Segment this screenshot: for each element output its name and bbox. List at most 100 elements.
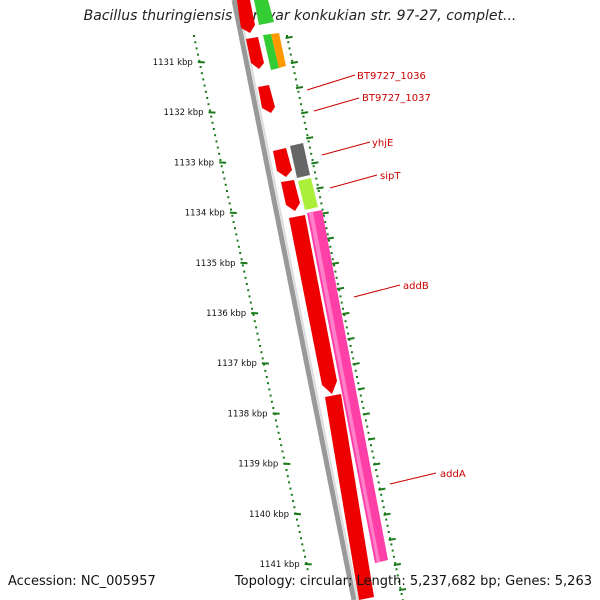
- kbp-tick-label: 1134 kbp: [185, 209, 225, 219]
- gene-label-addB[interactable]: addB: [403, 281, 429, 292]
- outer-axis-dot: [286, 35, 288, 37]
- kbp-axis-dot: [302, 549, 305, 552]
- kbp-axis-dot: [237, 245, 240, 248]
- outer-axis-dot: [349, 345, 352, 347]
- outer-axis-dot: [390, 543, 393, 546]
- kbp-axis-dot: [274, 419, 277, 422]
- kbp-axis-dot: [277, 431, 280, 434]
- kbp-axis-dot: [248, 295, 251, 298]
- kbp-axis-dot: [268, 388, 271, 391]
- outer-axis-dot: [319, 196, 322, 199]
- kbp-axis-dot: [269, 394, 272, 397]
- kbp-tick-label: 1140 kbp: [249, 510, 289, 520]
- kbp-axis-dot: [304, 555, 306, 558]
- gene-label-BT9727_1036[interactable]: BT9727_1036: [357, 71, 426, 82]
- outer-axis-dot: [296, 84, 299, 87]
- outer-axis-dot: [359, 394, 362, 397]
- kbp-axis-dot: [285, 469, 288, 471]
- outer-axis-dot: [324, 221, 327, 223]
- outer-axis-dot: [372, 456, 375, 459]
- genome-summary-text: Topology: circular; Length: 5,237,682 bp…: [234, 574, 592, 589]
- outer-axis-dot: [370, 444, 372, 447]
- gene-reverse-top-green[interactable]: [254, 0, 274, 25]
- outer-axis-tick: [373, 462, 381, 466]
- outer-axis-dot: [308, 146, 311, 149]
- gene-BT9727_1037-arrow[interactable]: [258, 85, 275, 113]
- kbp-axis-dot: [276, 425, 279, 428]
- kbp-axis-dot: [222, 171, 225, 174]
- outer-axis-tick: [398, 588, 407, 592]
- outer-axis-dot: [287, 41, 290, 44]
- gene-forward-top[interactable]: [236, 0, 255, 33]
- kbp-axis-dot: [280, 444, 283, 447]
- outer-axis-tick: [352, 362, 360, 366]
- outer-axis-dot: [329, 245, 332, 248]
- gene-yhjE-forward[interactable]: [273, 148, 292, 177]
- outer-axis-dot: [338, 289, 341, 292]
- outer-axis-dot: [391, 549, 394, 552]
- outer-axis-dot: [352, 357, 355, 360]
- kbp-tick-label: 1137 kbp: [217, 359, 257, 369]
- outer-axis-dot: [305, 128, 308, 130]
- kbp-axis-dot: [197, 53, 199, 56]
- gene-yhjE-arrow[interactable]: [290, 143, 310, 178]
- gene-label-yhjE[interactable]: yhjE: [372, 138, 393, 149]
- outer-axis-dot: [322, 214, 325, 217]
- outer-axis-dot: [387, 531, 390, 533]
- kbp-axis-dot: [223, 177, 226, 180]
- gene-BT9727_1036-arrow[interactable]: [246, 37, 264, 69]
- outer-axis-tick: [383, 512, 391, 516]
- gene-reverse-orange[interactable]: [271, 33, 286, 68]
- gene-label-sipT[interactable]: sipT: [380, 171, 401, 182]
- outer-axis-dot: [312, 165, 315, 168]
- outer-axis-tick: [321, 211, 329, 215]
- kbp-axis-dot: [252, 314, 255, 316]
- outer-axis-dot: [366, 425, 369, 428]
- kbp-axis-dot: [203, 84, 206, 87]
- kbp-axis-dot: [255, 326, 258, 329]
- leader-BT9727_1036: [306, 74, 356, 91]
- genome-backbone: [231, 0, 357, 600]
- gene-sipT-arrow[interactable]: [298, 178, 318, 210]
- outer-axis-dot: [399, 586, 402, 589]
- kbp-axis-dot: [298, 531, 301, 533]
- outer-axis-dot: [356, 376, 358, 378]
- gene-sipT-forward[interactable]: [281, 180, 300, 211]
- kbp-tick-label: 1135 kbp: [195, 259, 235, 269]
- outer-axis-dot: [354, 369, 357, 372]
- outer-axis-dot: [315, 177, 318, 180]
- kbp-axis-dot: [290, 493, 293, 496]
- kbp-axis-dot: [207, 103, 210, 106]
- kbp-axis-dot: [300, 537, 302, 540]
- kbp-axis-dot: [239, 252, 242, 254]
- outer-axis-dot: [380, 493, 383, 496]
- gene-label-BT9727_1037[interactable]: BT9727_1037: [362, 93, 431, 104]
- kbp-axis-dot: [243, 270, 246, 273]
- outer-axis-tick: [300, 111, 309, 115]
- outer-axis-dot: [342, 307, 344, 310]
- outer-axis-dot: [392, 555, 395, 558]
- accession-text: Accession: NC_005957: [8, 574, 156, 589]
- gene-addB-forward[interactable]: [289, 215, 337, 394]
- outer-axis-dot: [389, 537, 392, 540]
- gene-addA-forward[interactable]: [325, 394, 374, 600]
- gene-label-addA[interactable]: addA: [440, 469, 466, 480]
- outer-axis-dot: [364, 419, 367, 422]
- kbp-axis-dot: [249, 301, 252, 304]
- outer-axis-dot: [317, 190, 320, 192]
- kbp-axis-dot: [215, 140, 218, 143]
- outer-axis-dot: [381, 500, 384, 502]
- kbp-axis-dot: [240, 258, 243, 261]
- outer-axis-tick: [378, 487, 386, 491]
- gene-reverse-green[interactable]: [263, 34, 279, 70]
- kbp-axis-dot: [305, 562, 308, 564]
- outer-axis-dot: [357, 382, 360, 385]
- outer-axis-dot: [307, 140, 310, 143]
- outer-axis-dot: [325, 227, 328, 230]
- kbp-axis-dot: [256, 332, 259, 335]
- kbp-axis-dot: [286, 475, 289, 478]
- outer-axis-dot: [400, 593, 403, 595]
- kbp-axis-dot: [198, 59, 201, 62]
- kbp-axis-dot: [263, 363, 265, 366]
